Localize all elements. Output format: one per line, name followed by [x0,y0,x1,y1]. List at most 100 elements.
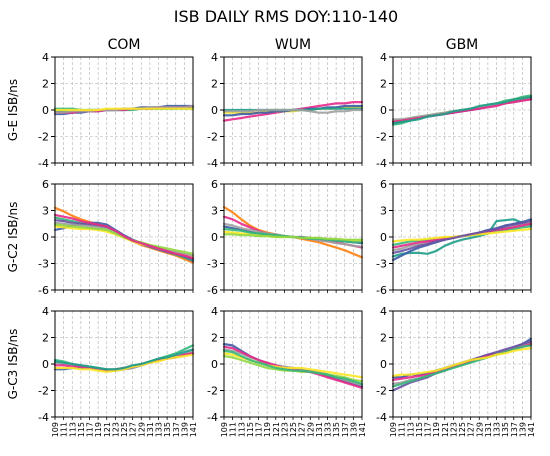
xtick-label-2-13: 135 [501,422,510,437]
xtick-label-1-5: 119 [263,422,272,437]
xtick-label-2-16: 141 [527,422,536,437]
xtick-label-0-7: 123 [111,422,120,437]
panel-1-2: -6 -3 0 3 6 [376,178,533,297]
series-line-0-0-5 [53,107,195,112]
xtick-label-2-5: 119 [432,422,441,437]
xtick-label-1-9: 127 [298,422,307,437]
xtick-label-2-1: 111 [398,422,407,437]
series-line-2-1-5 [222,349,364,385]
xtick-label-1-14: 137 [341,422,350,437]
series-line-1-1-6 [222,233,364,241]
ytick-label-2-1-0: -4 [207,411,218,424]
xtick-label-2-15: 139 [518,422,527,437]
row-ylabel-0: G-E ISB/ns [6,79,20,141]
series-line-2-0-5 [53,348,195,371]
xtick-label-0-1: 111 [60,422,69,437]
ytick-label-1-0-4: 6 [42,178,49,191]
xtick-label-1-10: 129 [306,422,315,437]
series-line-2-1-3 [222,345,364,389]
xtick-label-2-6: 121 [441,422,450,437]
ytick-label-2-1-3: 2 [211,332,218,345]
ytick-label-1-2-3: 3 [380,205,387,218]
ytick-label-1-2-4: 6 [380,178,387,191]
xtick-label-1-3: 115 [246,422,255,437]
series-line-2-1-0 [222,343,364,388]
xtick-label-1-8: 125 [289,422,298,437]
xtick-label-0-16: 141 [189,422,198,437]
ytick-label-2-0-4: 4 [42,305,49,318]
ytick-label-0-1-4: 4 [211,51,218,64]
xtick-label-0-6: 121 [103,422,112,437]
xtick-label-0-9: 127 [129,422,138,437]
xtick-label-0-3: 115 [77,422,86,437]
ytick-label-1-2-0: -6 [376,284,387,297]
xtick-label-2-2: 113 [406,422,415,437]
xtick-label-1-6: 121 [272,422,281,437]
xtick-label-0-8: 125 [120,422,129,437]
ytick-label-1-1-2: 0 [211,231,218,244]
xtick-label-0-13: 135 [163,422,172,437]
ytick-label-0-0-2: 0 [42,104,49,117]
panel-2-0: -4 -2 0 2 4 109 111 113 115 117 119 121 123 125 127 129… [38,305,198,437]
xtick-label-0-0: 109 [51,422,60,437]
row-ylabel-1: G-C2 ISB/ns [6,202,20,273]
xtick-label-0-15: 139 [180,422,189,437]
series-line-0-1-4 [222,108,364,114]
xtick-label-0-4: 117 [86,422,95,437]
ytick-label-0-0-1: -2 [38,131,49,144]
panels-group: COM WUM GBM G-E ISB/ns G-C2 ISB/ns G-C3 ISB/n… [6,37,536,437]
ytick-label-2-0-3: 2 [42,332,49,345]
series-line-1-0-7 [53,213,195,260]
ytick-label-1-0-1: -3 [38,258,49,271]
ytick-label-2-1-4: 4 [211,305,218,318]
xtick-label-1-16: 141 [358,422,367,437]
xtick-label-0-14: 137 [172,422,181,437]
panel-1-0: -6 -3 0 3 6 [38,178,195,297]
series-line-2-0-4 [53,353,195,373]
xtick-label-2-4: 117 [424,422,433,437]
ytick-label-2-1-1: -2 [207,385,218,398]
column-title-2: GBM [446,37,479,53]
ytick-label-1-0-2: 0 [42,231,49,244]
xtick-label-1-7: 123 [280,422,289,437]
ytick-label-1-2-2: 0 [380,231,387,244]
ytick-label-0-1-1: -2 [207,131,218,144]
panel-0-1: -4 -2 0 2 4 [207,51,364,170]
ytick-label-2-2-4: 4 [380,305,387,318]
ytick-label-2-0-1: -2 [38,385,49,398]
xtick-label-1-4: 117 [255,422,264,437]
ytick-label-0-2-3: 2 [380,78,387,91]
ytick-label-0-2-0: -4 [376,157,387,170]
xtick-label-1-12: 133 [324,422,333,437]
series-line-0-2-4 [391,98,533,124]
ytick-label-0-2-1: -2 [376,131,387,144]
xtick-label-2-7: 123 [449,422,458,437]
xtick-label-1-15: 139 [349,422,358,437]
ytick-label-2-2-0: -4 [376,411,387,424]
xtick-label-2-8: 125 [458,422,467,437]
ytick-label-0-0-3: 2 [42,78,49,91]
ytick-label-1-1-0: -6 [207,284,218,297]
xtick-label-1-2: 113 [237,422,246,437]
xtick-label-1-0: 109 [220,422,229,437]
ytick-label-1-2-1: -3 [376,258,387,271]
ytick-label-0-1-0: -4 [207,157,218,170]
xtick-label-2-9: 127 [467,422,476,437]
panel-0-0: -4 -2 0 2 4 [38,51,195,170]
series-line-1-2-0 [391,218,533,258]
ytick-label-0-1-3: 2 [211,78,218,91]
xtick-label-2-0: 109 [389,422,398,437]
xtick-label-2-3: 115 [415,422,424,437]
column-title-1: WUM [275,37,311,53]
ytick-label-0-2-2: 0 [380,104,387,117]
xtick-label-1-13: 135 [332,422,341,437]
row-ylabel-2: G-C3 ISB/ns [6,329,20,400]
xtick-label-2-10: 129 [475,422,484,437]
ytick-label-0-1-2: 0 [211,104,218,117]
panel-2-1: -4 -2 0 2 4 109 111 113 115 117 119 121 123 125 127 129… [207,305,367,437]
ytick-label-1-1-1: -3 [207,258,218,271]
xtick-label-2-14: 137 [510,422,519,437]
panel-2-2: -4 -2 0 2 4 109 111 113 115 117 119 121 123 125 127 129… [376,305,536,437]
